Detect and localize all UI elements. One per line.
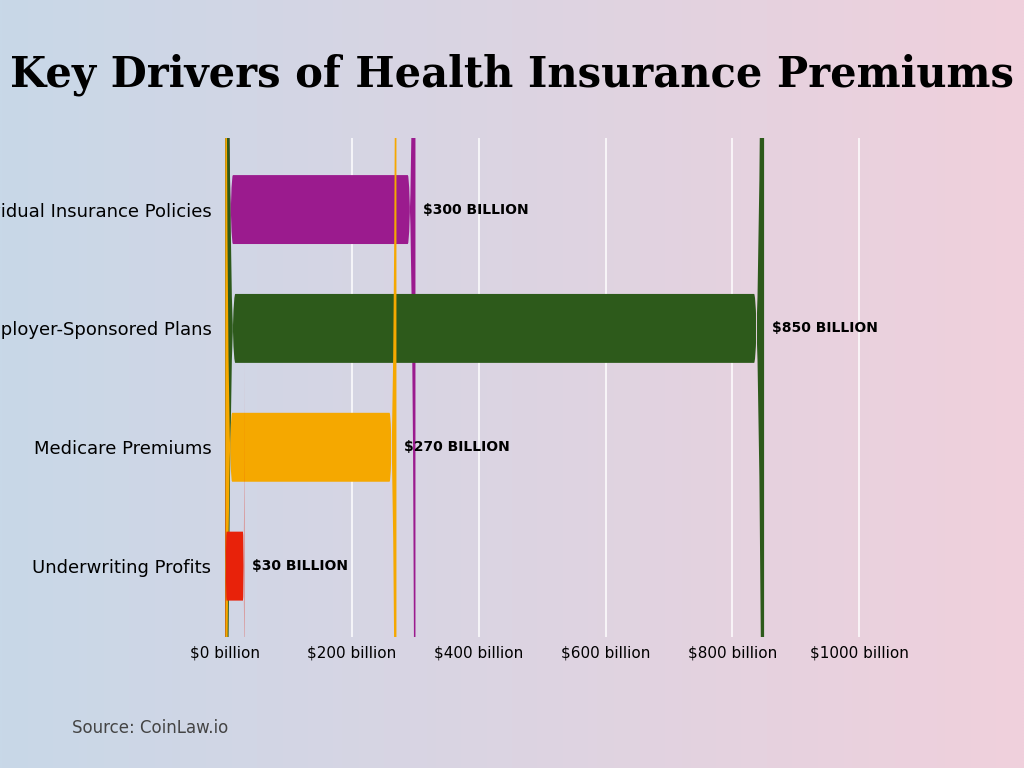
Text: $30 BILLION: $30 BILLION [252, 559, 348, 573]
Text: $300 BILLION: $300 BILLION [423, 203, 528, 217]
Text: $270 BILLION: $270 BILLION [404, 440, 510, 454]
Text: Key Drivers of Health Insurance Premiums: Key Drivers of Health Insurance Premiums [10, 54, 1014, 96]
FancyBboxPatch shape [225, 0, 764, 768]
Text: Source: CoinLaw.io: Source: CoinLaw.io [72, 720, 228, 737]
FancyBboxPatch shape [225, 0, 416, 768]
FancyBboxPatch shape [225, 363, 245, 768]
Text: $850 BILLION: $850 BILLION [772, 322, 878, 336]
FancyBboxPatch shape [225, 0, 396, 768]
